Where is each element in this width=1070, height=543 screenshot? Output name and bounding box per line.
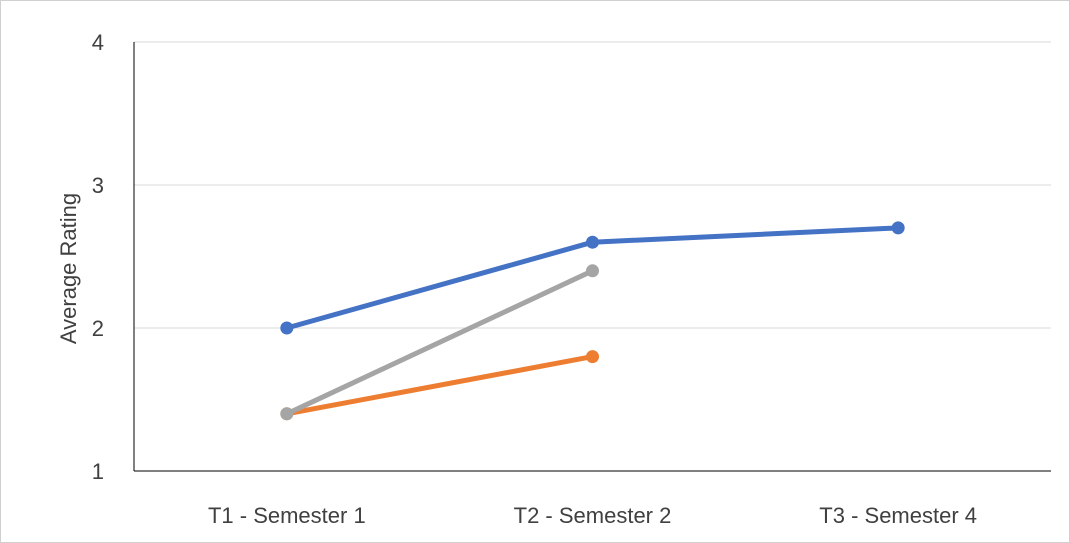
y-tick-label: 1: [92, 459, 104, 484]
series-1: [280, 221, 905, 335]
data-point: [280, 321, 294, 335]
y-tick-label: 4: [92, 30, 104, 55]
y-tick-label: 2: [92, 316, 104, 341]
data-point: [891, 221, 905, 235]
y-axis-title: Average Rating: [56, 193, 81, 344]
data-point: [280, 407, 294, 421]
y-tick-label: 3: [92, 173, 104, 198]
x-tick-label: T1 - Semester 1: [208, 503, 366, 528]
series-group: [280, 221, 905, 421]
series-line: [284, 354, 595, 417]
axes: [133, 42, 1051, 472]
data-point: [586, 350, 599, 364]
series-2: [280, 350, 599, 421]
x-tick-label: T2 - Semester 2: [514, 503, 672, 528]
gridlines: [134, 41, 1051, 329]
series-3: [280, 264, 599, 421]
x-tick-label: T3 - Semester 4: [819, 503, 977, 528]
y-tick-labels: 1 2 3 4: [92, 30, 104, 484]
data-point: [586, 235, 599, 249]
x-tick-labels: T1 - Semester 1 T2 - Semester 2 T3 - Semes…: [208, 503, 977, 528]
data-point: [586, 264, 599, 278]
series-line: [284, 268, 595, 417]
